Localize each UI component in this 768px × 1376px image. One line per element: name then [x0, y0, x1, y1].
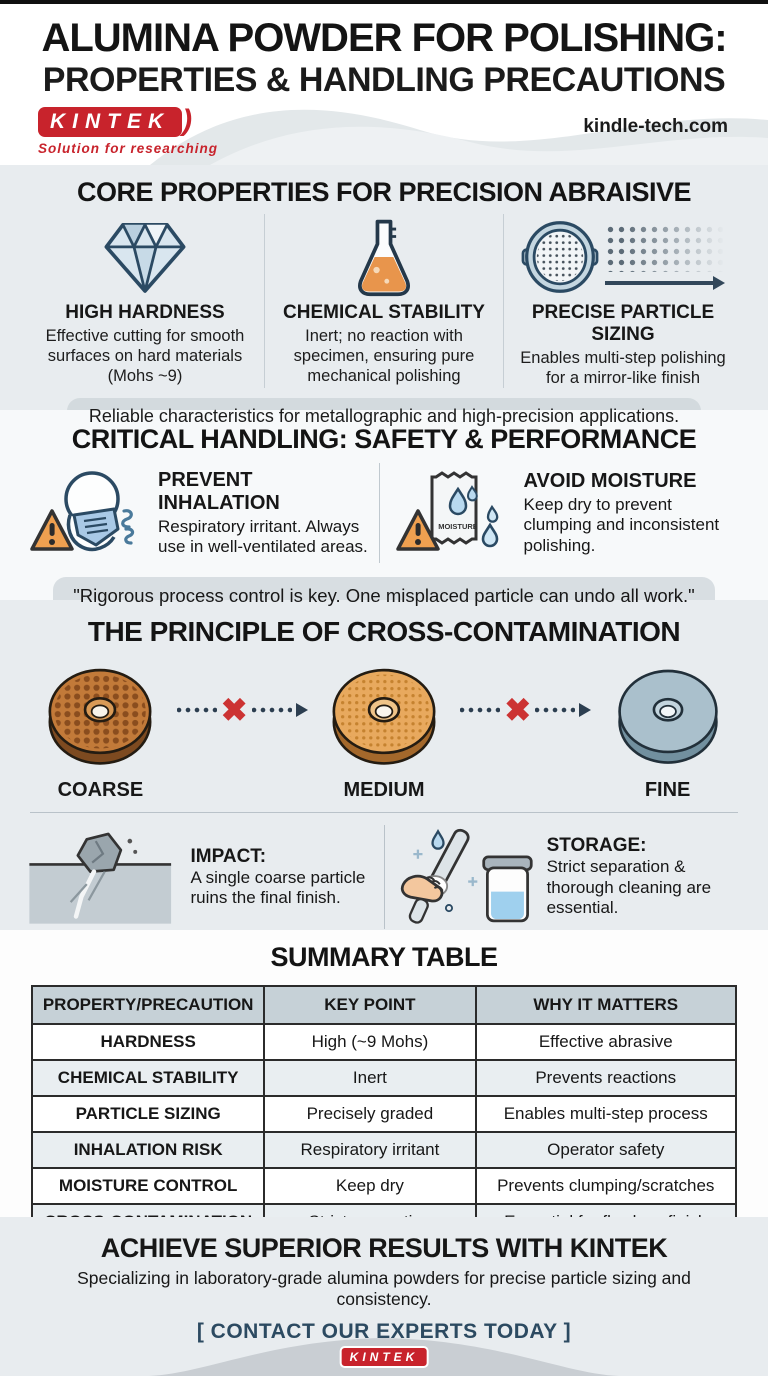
core-item-description: Effective cutting for smooth surfaces on…	[45, 327, 245, 386]
summary-table-heading: SUMMARY TABLE	[270, 942, 499, 972]
table-cell: Prevents clumping/scratches	[474, 1167, 737, 1205]
page-title-line2: PROPERTIES & HANDLING PRECAUTIONS	[42, 61, 726, 99]
handling-item-inhalation: PREVENT INHALATION Respiratory irritant.…	[24, 463, 379, 563]
x-mark-icon: ✖	[504, 692, 532, 728]
section-critical-handling: CRITICAL HANDLING: SAFETY & PERFORMANCE	[0, 410, 768, 615]
table-cell: Enables multi-step process	[474, 1095, 737, 1133]
cross-contamination-heading: THE PRINCIPLE OF CROSS-CONTAMINATION	[87, 616, 681, 647]
core-item-title: PRECISE PARTICLE SIZING	[531, 302, 715, 345]
flask-icon	[358, 219, 410, 297]
table-row: CHEMICAL STABILITY Inert Prevents reacti…	[30, 1059, 737, 1097]
header-website-link[interactable]: kindle-tech.com	[583, 116, 728, 137]
table-cell: Operator safety	[474, 1131, 737, 1169]
particle-size-arrow	[605, 276, 725, 290]
kintek-logo-text: KINTEK	[38, 107, 183, 137]
table-header-row: PROPERTY/PRECAUTION KEY POINT WHY IT MAT…	[30, 985, 737, 1025]
core-item-title: CHEMICAL STABILITY	[283, 302, 485, 323]
core-item-high-hardness: HIGH HARDNESS Effective cutting for smoo…	[26, 214, 264, 388]
storage-cleaning-icon	[400, 828, 533, 924]
medium-disc-icon	[332, 668, 436, 765]
stage-fine: FINE	[585, 656, 750, 802]
table-cell: Precisely graded	[263, 1095, 477, 1133]
impact-item: IMPACT: A single coarse particle ruins t…	[24, 825, 384, 929]
sieve-icon	[521, 221, 599, 293]
handling-item-title: AVOID MOISTURE	[523, 469, 697, 492]
table-cell: Prevents reactions	[474, 1059, 737, 1097]
table-cell: Effective abrasive	[474, 1023, 737, 1061]
impact-description: A single coarse particle ruins the final…	[190, 867, 366, 907]
core-item-particle-sizing: PRECISE PARTICLE SIZING Enables multi-st…	[504, 214, 742, 388]
contact-cta[interactable]: [ CONTACT OUR EXPERTS TODAY ]	[196, 1320, 572, 1343]
handling-item-title: PREVENT INHALATION	[158, 468, 280, 514]
header: ALUMINA POWDER FOR POLISHING: PROPERTIES…	[0, 0, 768, 165]
table-row: PARTICLE SIZING Precisely graded Enables…	[30, 1095, 737, 1133]
kintek-logo-paren: )	[182, 104, 193, 137]
moisture-packet-label: MOISTURE	[438, 522, 478, 531]
table-cell: Keep dry	[263, 1167, 477, 1205]
critical-handling-heading: CRITICAL HANDLING: SAFETY & PERFORMANCE	[71, 424, 697, 454]
stage-coarse: COARSE	[18, 656, 183, 802]
contamination-flow: COARSE ✖ MEDIUM ✖	[0, 648, 768, 802]
impact-title: IMPACT:	[190, 845, 267, 867]
table-row: INHALATION RISK Respiratory irritant Ope…	[30, 1131, 737, 1169]
footer-kintek-logo: KINTEK	[339, 1346, 429, 1368]
table-cell: CHEMICAL STABILITY	[30, 1059, 266, 1097]
section-core-properties: CORE PROPERTIES FOR PRECISION ABRAISIVE …	[0, 165, 768, 436]
core-properties-columns: HIGH HARDNESS Effective cutting for smoo…	[0, 208, 768, 389]
coarse-disc-icon	[48, 668, 152, 765]
core-item-title: HIGH HARDNESS	[65, 302, 225, 323]
diamond-icon	[104, 222, 186, 293]
storage-item: STORAGE: Strict separation & thorough cl…	[383, 825, 745, 929]
table-cell: INHALATION RISK	[30, 1131, 266, 1169]
core-item-chemical-stability: CHEMICAL STABILITY Inert; no reaction wi…	[264, 214, 504, 389]
fine-disc-icon	[617, 669, 718, 764]
table-cell: Inert	[263, 1059, 477, 1097]
blocked-arrow: ✖	[176, 692, 308, 728]
moisture-packet-icon: MOISTURE	[395, 471, 498, 551]
x-mark-icon: ✖	[220, 692, 248, 728]
particle-gradient-icon	[605, 224, 725, 290]
stage-label: MEDIUM	[343, 779, 425, 801]
summary-table: PROPERTY/PRECAUTION KEY POINT WHY IT MAT…	[30, 985, 737, 1241]
stage-label: FINE	[644, 779, 691, 801]
page-title-line1: ALUMINA POWDER FOR POLISHING:	[41, 16, 727, 60]
kintek-logo-text: KINTEK	[339, 1346, 429, 1368]
core-properties-heading: CORE PROPERTIES FOR PRECISION ABRAISIVE	[76, 177, 692, 207]
inhalation-mask-icon	[30, 471, 135, 552]
core-item-description: Enables multi-step polishing for a mirro…	[520, 349, 726, 388]
handling-item-description: Keep dry to prevent clumping and inconsi…	[523, 494, 720, 555]
storage-description: Strict separation & thorough cleaning ar…	[546, 857, 712, 918]
page-title: ALUMINA POWDER FOR POLISHING: PROPERTIES…	[0, 0, 768, 100]
footer-heading: ACHIEVE SUPERIOR RESULTS WITH KINTEK	[100, 1233, 668, 1263]
table-row: MOISTURE CONTROL Keep dry Prevents clump…	[30, 1167, 737, 1205]
core-item-description: Inert; no reaction with specimen, ensuri…	[293, 327, 475, 386]
table-cell: MOISTURE CONTROL	[30, 1167, 266, 1205]
stage-medium: MEDIUM	[302, 656, 467, 802]
top-edge-artifact	[0, 0, 768, 4]
table-cell: High (~9 Mohs)	[263, 1023, 477, 1061]
table-cell: PARTICLE SIZING	[30, 1095, 266, 1133]
footer: ACHIEVE SUPERIOR RESULTS WITH KINTEK Spe…	[0, 1217, 768, 1376]
table-cell: HARDNESS	[30, 1023, 266, 1061]
section-divider	[30, 812, 738, 813]
column-header: KEY POINT	[263, 985, 477, 1025]
kintek-logo-tagline: Solution for researching	[38, 141, 219, 156]
column-header: PROPERTY/PRECAUTION	[30, 985, 266, 1025]
kintek-logo: KINTEK) Solution for researching	[38, 104, 218, 156]
storage-title: STORAGE:	[546, 835, 647, 857]
section-cross-contamination: THE PRINCIPLE OF CROSS-CONTAMINATION COA…	[0, 600, 768, 930]
handling-item-description: Respiratory irritant. Always use in well…	[158, 516, 368, 556]
header-swoosh-decoration	[150, 109, 768, 165]
table-cell: Respiratory irritant	[263, 1131, 477, 1169]
column-header: WHY IT MATTERS	[474, 985, 737, 1025]
footer-subheading: Specializing in laboratory-grade alumina…	[77, 1268, 691, 1309]
impact-scratch-icon	[29, 832, 172, 924]
stage-label: COARSE	[57, 779, 144, 801]
table-row: HARDNESS High (~9 Mohs) Effective abrasi…	[30, 1023, 737, 1061]
handling-item-moisture: MOISTURE AVOID MOISTURE Keep dry to prev…	[378, 463, 745, 563]
section-summary-table: SUMMARY TABLE PROPERTY/PRECAUTION KEY PO…	[0, 930, 768, 1241]
blocked-arrow: ✖	[460, 692, 592, 728]
